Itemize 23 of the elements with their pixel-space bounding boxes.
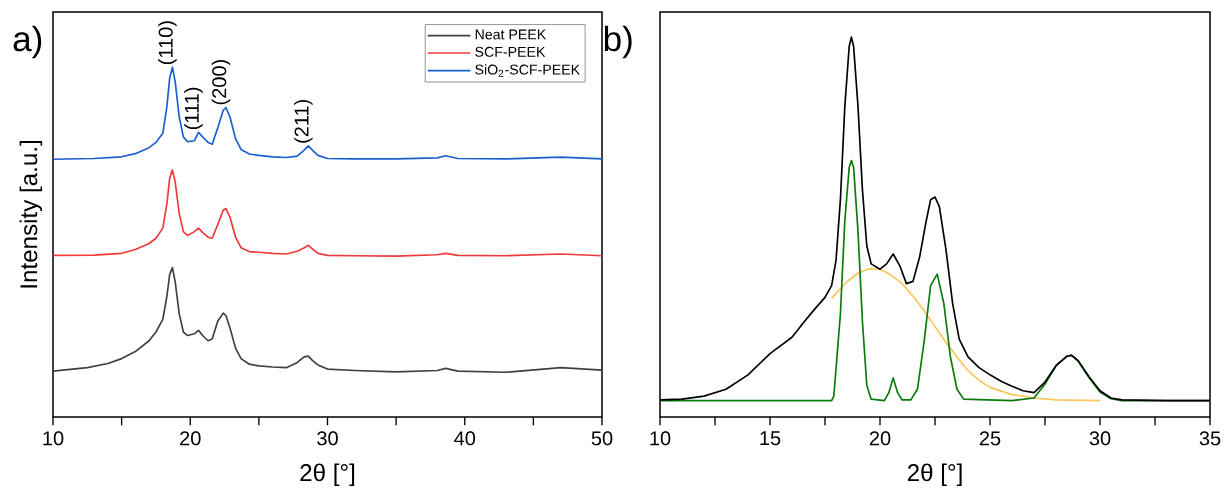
annotation: (200): [211, 60, 231, 105]
y-axis-title: Intensity [a.u.]: [19, 141, 43, 288]
legend-label: SCF-PEEK: [475, 46, 546, 57]
x-axis-title: 2θ [°]: [907, 463, 962, 487]
x-tick-label: 10: [650, 431, 671, 446]
x-tick-label: 15: [760, 431, 781, 446]
x-tick-label: 20: [869, 431, 891, 446]
text: b): [604, 25, 632, 59]
x-tick-label: 25: [979, 431, 1001, 446]
x-tick-label: 40: [454, 431, 476, 446]
legend-label: Neat PEEK: [475, 29, 547, 40]
annotation: (111): [184, 87, 203, 130]
x-tick-label: 50: [591, 431, 613, 446]
text: a): [13, 25, 42, 59]
x-tick-label: 30: [1089, 431, 1111, 446]
legend-label: SiO$_{2}$-SCF-PEEK: [475, 64, 580, 77]
x-tick-label: 30: [317, 431, 338, 446]
x-axis-title: 2θ [°]: [300, 463, 355, 487]
annotation: (110): [158, 21, 177, 65]
x-tick-label: 10: [43, 431, 64, 446]
x-tick-label: 35: [1199, 431, 1221, 446]
x-tick-label: 20: [180, 431, 201, 446]
annotation: (211): [293, 100, 313, 143]
